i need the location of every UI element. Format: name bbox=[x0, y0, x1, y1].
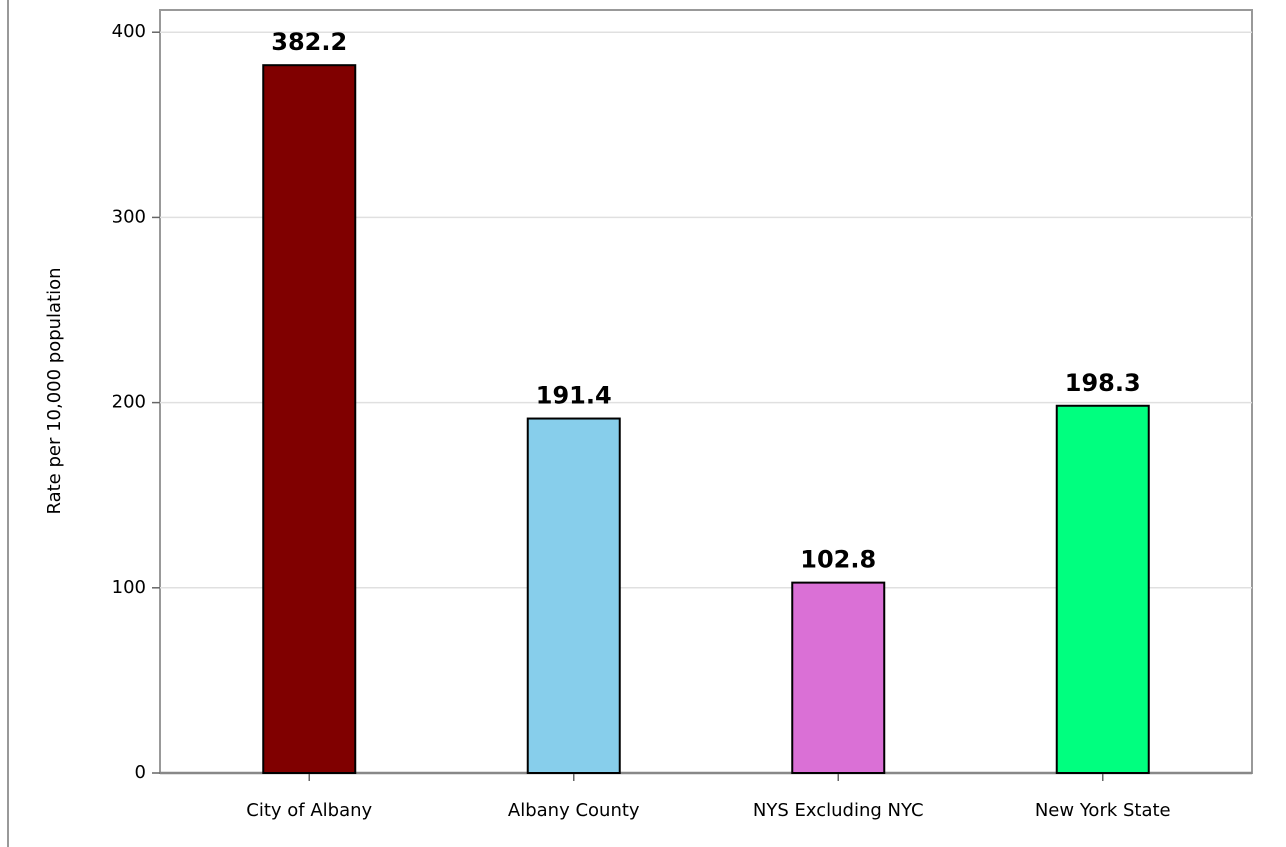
y-tick-label: 100 bbox=[112, 577, 146, 598]
bar bbox=[262, 64, 357, 774]
value-label: 382.2 bbox=[271, 28, 347, 56]
y-tick-label: 400 bbox=[112, 21, 146, 42]
x-tick-label: NYS Excluding NYC bbox=[753, 800, 924, 821]
bar bbox=[791, 581, 886, 774]
value-label: 198.3 bbox=[1065, 369, 1141, 397]
y-axis-label: Rate per 10,000 population bbox=[44, 267, 65, 514]
x-tick-label: New York State bbox=[1035, 800, 1171, 821]
bar bbox=[1055, 404, 1150, 774]
y-tick-label: 0 bbox=[135, 762, 146, 783]
y-tick-label: 200 bbox=[112, 392, 146, 413]
y-tick-label: 300 bbox=[112, 206, 146, 227]
x-tick-label: Albany County bbox=[508, 800, 640, 821]
value-label: 102.8 bbox=[800, 546, 876, 574]
x-tick-label: City of Albany bbox=[246, 800, 372, 821]
value-label: 191.4 bbox=[536, 382, 612, 410]
bar bbox=[526, 417, 621, 774]
